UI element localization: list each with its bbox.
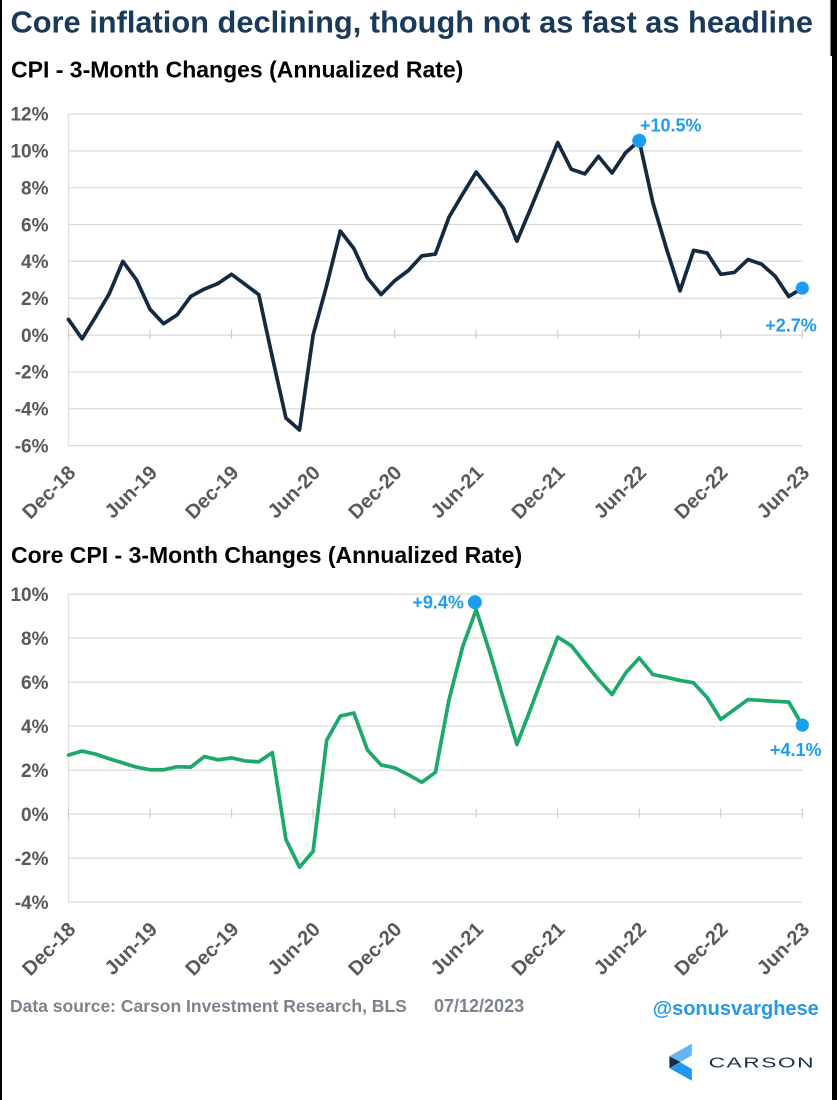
svg-text:12%: 12% (10, 105, 48, 126)
svg-text:+10.5%: +10.5% (640, 116, 702, 136)
svg-text:-4%: -4% (15, 893, 49, 914)
svg-text:+9.4%: +9.4% (412, 592, 464, 612)
svg-text:-2%: -2% (15, 849, 49, 870)
svg-text:CPI - 3-Month Changes (Annuali: CPI - 3-Month Changes (Annualized Rate) (11, 57, 463, 83)
svg-text:CARSON: CARSON (709, 1054, 816, 1071)
svg-text:Dec-22: Dec-22 (671, 918, 733, 980)
svg-text:Jun-19: Jun-19 (101, 918, 162, 979)
svg-text:Core CPI - 3-Month Changes (An: Core CPI - 3-Month Changes (Annualized R… (11, 542, 522, 568)
svg-text:-4%: -4% (15, 400, 49, 421)
svg-text:Jun-22: Jun-22 (590, 462, 651, 523)
svg-text:@sonusvarghese: @sonusvarghese (653, 998, 819, 1020)
svg-text:Dec-21: Dec-21 (508, 918, 570, 980)
svg-text:Dec-20: Dec-20 (345, 918, 407, 980)
svg-text:Dec-18: Dec-18 (18, 462, 80, 524)
svg-text:10%: 10% (10, 142, 48, 163)
svg-text:Jun-23: Jun-23 (753, 462, 814, 523)
svg-text:Dec-19: Dec-19 (181, 918, 243, 980)
svg-text:Jun-21: Jun-21 (427, 462, 488, 523)
svg-text:2%: 2% (21, 289, 49, 310)
svg-text:-2%: -2% (15, 363, 49, 384)
svg-text:0%: 0% (21, 326, 49, 347)
svg-text:Dec-22: Dec-22 (671, 462, 733, 524)
svg-text:8%: 8% (21, 629, 49, 650)
svg-text:Jun-19: Jun-19 (101, 462, 162, 523)
svg-text:Jun-21: Jun-21 (427, 918, 488, 979)
svg-text:-6%: -6% (15, 436, 49, 457)
svg-text:4%: 4% (21, 252, 49, 273)
svg-text:Dec-21: Dec-21 (508, 462, 570, 524)
svg-text:+4.1%: +4.1% (770, 740, 822, 760)
svg-text:Dec-20: Dec-20 (345, 462, 407, 524)
svg-text:10%: 10% (10, 585, 48, 606)
svg-text:07/12/2023: 07/12/2023 (434, 996, 524, 1016)
svg-text:0%: 0% (21, 805, 49, 826)
svg-text:8%: 8% (21, 178, 49, 199)
svg-text:+2.7%: +2.7% (765, 315, 817, 335)
svg-text:6%: 6% (21, 673, 49, 694)
svg-text:Dec-18: Dec-18 (18, 918, 80, 980)
svg-text:Core inflation declining, thou: Core inflation declining, though not as … (11, 4, 814, 39)
svg-text:4%: 4% (21, 717, 49, 738)
svg-text:Data source: Carson Investment: Data source: Carson Investment Research,… (10, 996, 407, 1016)
svg-text:6%: 6% (21, 215, 49, 236)
svg-text:2%: 2% (21, 761, 49, 782)
svg-text:Jun-20: Jun-20 (264, 918, 325, 979)
svg-text:Jun-20: Jun-20 (264, 462, 325, 523)
svg-text:Dec-19: Dec-19 (181, 462, 243, 524)
svg-text:Jun-22: Jun-22 (590, 918, 651, 979)
svg-text:Jun-23: Jun-23 (753, 918, 814, 979)
